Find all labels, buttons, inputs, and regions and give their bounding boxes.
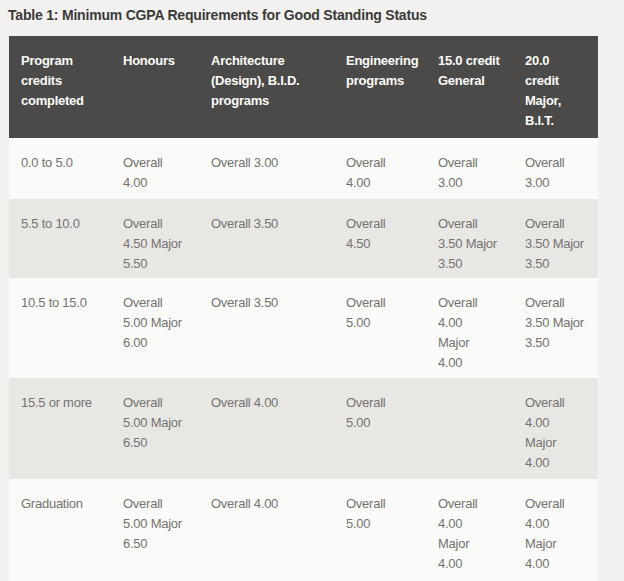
cell-15-credit-general <box>426 378 513 479</box>
col-header-program-credits: Program credits completed <box>9 36 111 138</box>
cell-architecture: Overall 4.00 <box>199 378 334 479</box>
cell-architecture: Overall 3.50 <box>199 199 334 278</box>
table-title: Table 1: Minimum CGPA Requirements for G… <box>8 7 427 23</box>
cell-engineering: Overall 5.00 <box>334 378 426 479</box>
cell-architecture: Overall 3.50 <box>199 278 334 378</box>
cell-15-credit-general: Overall 3.50 Major 3.50 <box>426 199 513 278</box>
col-header-architecture: Architecture (Design), B.I.D. programs <box>199 36 334 138</box>
cell-architecture: Overall 3.00 <box>199 138 334 199</box>
cell-15-credit-general: Overall 3.00 <box>426 138 513 199</box>
table-row-10-5-to-15-0: 10.5 to 15.0 Overall 5.00 Major 6.00 Ove… <box>9 278 598 378</box>
cell-honours: Overall 4.00 <box>111 138 199 199</box>
cell-engineering: Overall 4.50 <box>334 199 426 278</box>
cell-honours: Overall 5.00 Major 6.00 <box>111 278 199 378</box>
cell-engineering: Overall 5.00 <box>334 479 426 581</box>
row-label: 5.5 to 10.0 <box>9 199 111 278</box>
col-header-15-credit-general: 15.0 credit General <box>426 36 513 138</box>
page: Table 1: Minimum CGPA Requirements for G… <box>0 0 624 581</box>
col-header-20-credit-major: 20.0 credit Major, B.I.T. <box>513 36 598 138</box>
row-label: 0.0 to 5.0 <box>9 138 111 199</box>
cell-honours: Overall 5.00 Major 6.50 <box>111 479 199 581</box>
cell-engineering: Overall 4.00 <box>334 138 426 199</box>
cell-20-credit-major: Overall 3.00 <box>513 138 598 199</box>
cell-20-credit-major: Overall 4.00 Major 4.00 <box>513 479 598 581</box>
cell-20-credit-major: Overall 3.50 Major 3.50 <box>513 278 598 378</box>
cell-15-credit-general: Overall 4.00 Major 4.00 <box>426 278 513 378</box>
cgpa-requirements-table: Program credits completed Honours Archit… <box>9 36 598 581</box>
table-row-graduation: Graduation Overall 5.00 Major 6.50 Overa… <box>9 479 598 581</box>
row-label: Graduation <box>9 479 111 581</box>
cell-engineering: Overall 5.00 <box>334 278 426 378</box>
col-header-honours: Honours <box>111 36 199 138</box>
row-label: 10.5 to 15.0 <box>9 278 111 378</box>
cell-20-credit-major: Overall 4.00 Major 4.00 <box>513 378 598 479</box>
table-row-5-5-to-10-0: 5.5 to 10.0 Overall 4.50 Major 5.50 Over… <box>9 199 598 278</box>
row-label: 15.5 or more <box>9 378 111 479</box>
header-row: Program credits completed Honours Archit… <box>9 36 598 138</box>
table-row-0-0-to-5-0: 0.0 to 5.0 Overall 4.00 Overall 3.00 Ove… <box>9 138 598 199</box>
col-header-engineering: Engineering programs <box>334 36 426 138</box>
cell-20-credit-major: Overall 3.50 Major 3.50 <box>513 199 598 278</box>
cell-honours: Overall 5.00 Major 6.50 <box>111 378 199 479</box>
cell-honours: Overall 4.50 Major 5.50 <box>111 199 199 278</box>
table-row-15-5-or-more: 15.5 or more Overall 5.00 Major 6.50 Ove… <box>9 378 598 479</box>
cell-architecture: Overall 4.00 <box>199 479 334 581</box>
cell-15-credit-general: Overall 4.00 Major 4.00 <box>426 479 513 581</box>
